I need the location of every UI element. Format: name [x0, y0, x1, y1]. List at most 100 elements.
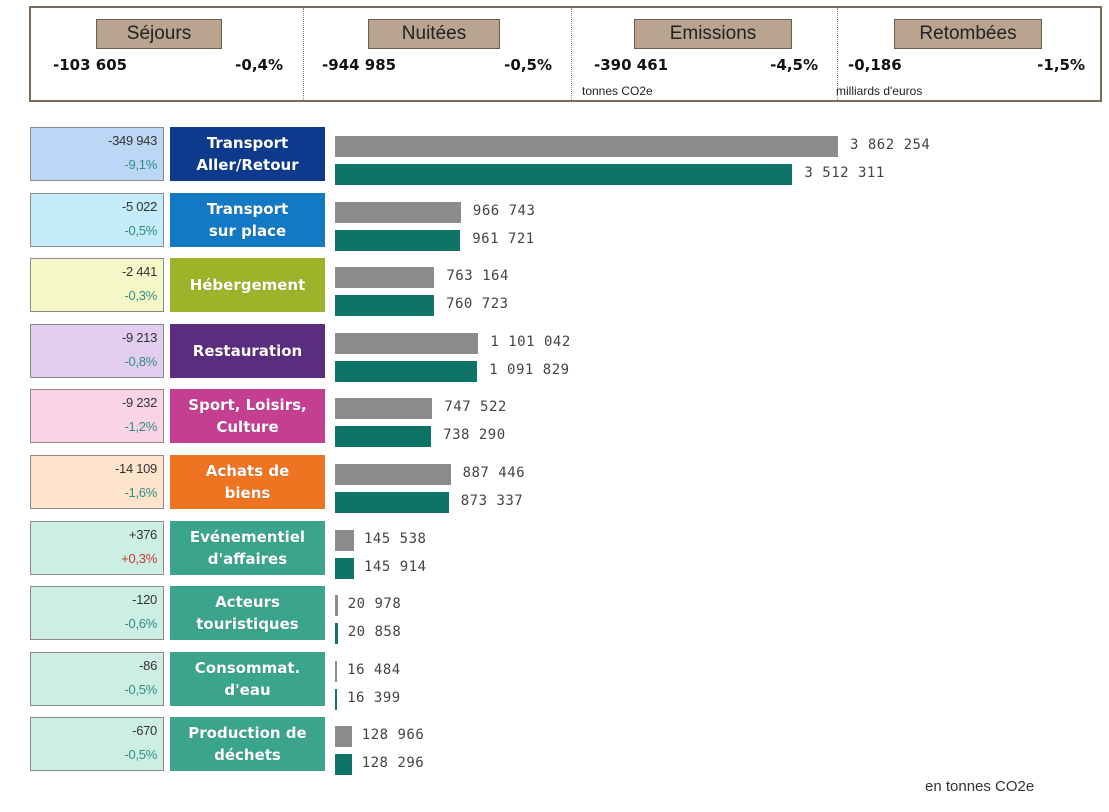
bar-before — [335, 661, 338, 682]
chart-row: -120 -0,6% Acteurs touristiques 20 978 20 85… — [0, 586, 1109, 644]
bar-before — [335, 595, 338, 616]
bar-after — [335, 689, 338, 710]
bar-before — [335, 267, 435, 288]
delta-box: -86 -0,5% — [30, 652, 164, 706]
bar-after — [335, 295, 435, 316]
delta-absolute: -120 — [132, 592, 157, 607]
delta-box: -670 -0,5% — [30, 717, 164, 771]
bar-after — [335, 361, 478, 382]
delta-absolute: -9 213 — [121, 330, 157, 345]
bar-after — [335, 230, 461, 251]
kpi-title: Nuitées — [368, 19, 500, 49]
category-label: Transport Aller/Retour — [170, 127, 325, 181]
kpi-unit: tonnes CO2e — [582, 84, 653, 98]
bar-after-label: 760 723 — [446, 296, 509, 312]
chart-unit-note: en tonnes CO2e — [925, 778, 1035, 795]
chart-row: -349 943 -9,1% Transport Aller/Retour 3 862… — [0, 127, 1109, 185]
bar-after-label: 738 290 — [443, 427, 506, 443]
bar-after-label: 16 399 — [347, 690, 401, 706]
kpi-3: Retombées -0,186 -1,5% milliards d'euros — [836, 8, 1101, 100]
bar-before — [335, 136, 838, 157]
category-label: Achats de biens — [170, 455, 325, 509]
delta-percent: -0,8% — [124, 354, 158, 369]
bar-before — [335, 726, 352, 747]
bar-after-label: 961 721 — [472, 231, 535, 247]
kpi-percent: -0,5% — [504, 56, 552, 74]
category-label: Hébergement — [170, 258, 325, 312]
category-label: Transport sur place — [170, 193, 325, 247]
bar-before — [335, 333, 479, 354]
bar-before-label: 20 978 — [347, 596, 402, 612]
kpi-percent: -4,5% — [770, 56, 818, 74]
bar-after — [335, 623, 338, 644]
category-label: Production de déchets — [170, 717, 325, 771]
bar-before-label: 128 966 — [361, 727, 425, 743]
delta-percent: -0,5% — [124, 223, 158, 238]
bar-before-label: 966 743 — [472, 203, 536, 219]
chart-row: -14 109 -1,6% Achats de biens 887 446 873 33… — [0, 455, 1109, 513]
delta-absolute: -670 — [132, 723, 157, 738]
delta-absolute: -349 943 — [108, 133, 157, 148]
category-label: Evénementiel d'affaires — [170, 521, 325, 575]
bar-after-label: 145 914 — [364, 559, 427, 575]
delta-percent: -0,6% — [124, 616, 158, 631]
bar-before-label: 747 522 — [444, 399, 507, 415]
bar-before-label: 3 862 254 — [850, 137, 931, 153]
chart-row: +376 +0,3% Evénementiel d'affaires 145 538 1… — [0, 521, 1109, 579]
delta-box: +376 +0,3% — [30, 521, 164, 575]
delta-box: -120 -0,6% — [30, 586, 164, 640]
bar-after-label: 128 296 — [361, 755, 425, 771]
category-label: Consommat. d'eau — [170, 652, 325, 706]
bar-before-label: 145 538 — [363, 531, 427, 547]
bar-after — [335, 164, 793, 185]
bar-after — [335, 754, 352, 775]
chart-row: -9 232 -1,2% Sport, Loisirs, Culture 747 52… — [0, 389, 1109, 447]
delta-percent: -0,5% — [124, 747, 158, 762]
kpi-value: -0,186 — [848, 56, 902, 74]
chart-row: -2 441 -0,3% Hébergement 763 164 760 723 — [0, 258, 1109, 316]
kpi-title: Emissions — [634, 19, 792, 49]
bar-after — [335, 426, 432, 447]
delta-percent: -0,3% — [124, 288, 158, 303]
kpi-1: Nuitées -944 985 -0,5% — [303, 8, 572, 100]
kpi-percent: -1,5% — [1037, 56, 1085, 74]
kpi-value: -944 985 — [322, 56, 397, 74]
bar-after-label: 1 091 829 — [489, 362, 570, 378]
delta-absolute: -9 232 — [121, 395, 157, 410]
kpi-panel: Séjours -103 605 -0,4% Nuitées -944 985 -0,5%… — [29, 6, 1102, 102]
category-label: Acteurs touristiques — [170, 586, 325, 640]
delta-percent: -9,1% — [124, 157, 158, 172]
chart-row: -9 213 -0,8% Restauration 1 101 042 1 091 82… — [0, 324, 1109, 382]
kpi-value: -390 461 — [594, 56, 669, 74]
kpi-2: Emissions -390 461 -4,5% tonnes CO2e — [571, 8, 838, 100]
bar-before-label: 763 164 — [446, 268, 509, 284]
delta-absolute: -5 022 — [121, 199, 157, 214]
bar-before-label: 16 484 — [347, 662, 401, 678]
delta-box: -2 441 -0,3% — [30, 258, 164, 312]
chart-row: -670 -0,5% Production de déchets 128 966 128… — [0, 717, 1109, 775]
bar-after — [335, 558, 354, 579]
category-label: Sport, Loisirs, Culture — [170, 389, 325, 443]
delta-box: -9 213 -0,8% — [30, 324, 164, 378]
delta-percent: -0,5% — [124, 682, 158, 697]
kpi-value: -103 605 — [53, 56, 128, 74]
delta-box: -349 943 -9,1% — [30, 127, 164, 181]
bar-before — [335, 530, 354, 551]
bar-before — [335, 464, 451, 485]
bar-after-label: 20 858 — [347, 624, 402, 640]
delta-percent: -1,6% — [124, 485, 158, 500]
bar-before-label: 1 101 042 — [490, 334, 571, 350]
kpi-0: Séjours -103 605 -0,4% — [31, 8, 303, 100]
delta-absolute: -2 441 — [121, 264, 157, 279]
delta-percent: +0,3% — [121, 551, 157, 566]
category-label: Restauration — [170, 324, 325, 378]
bar-after-label: 3 512 311 — [804, 165, 885, 181]
chart-row: -86 -0,5% Consommat. d'eau 16 484 16 399 — [0, 652, 1109, 710]
delta-absolute: -14 109 — [115, 461, 157, 476]
bar-before — [335, 202, 461, 223]
delta-box: -5 022 -0,5% — [30, 193, 164, 247]
delta-box: -9 232 -1,2% — [30, 389, 164, 443]
delta-percent: -1,2% — [124, 419, 158, 434]
chart-row: -5 022 -0,5% Transport sur place 966 743 961… — [0, 193, 1109, 251]
delta-box: -14 109 -1,6% — [30, 455, 164, 509]
